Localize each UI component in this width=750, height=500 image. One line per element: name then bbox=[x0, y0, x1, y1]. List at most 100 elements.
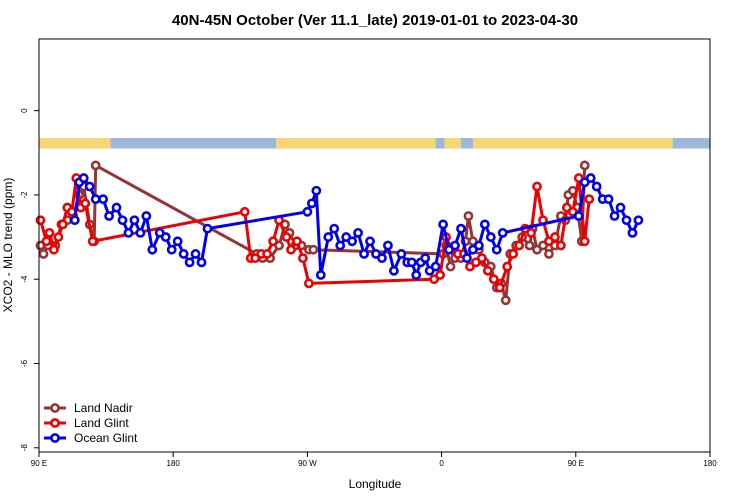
data-point bbox=[178, 249, 189, 259]
data-point bbox=[388, 265, 399, 276]
data-point bbox=[303, 278, 314, 289]
data-point bbox=[435, 270, 446, 280]
data-point bbox=[135, 227, 146, 238]
y-tick-label: -8 bbox=[20, 444, 29, 452]
data-point bbox=[268, 236, 279, 247]
data-point bbox=[202, 223, 213, 234]
legend-label: Land Glint bbox=[74, 416, 129, 430]
legend-label: Ocean Glint bbox=[74, 431, 138, 445]
x-tick-label: 180 bbox=[703, 459, 717, 468]
data-point bbox=[166, 244, 177, 255]
x-tick-label: 0 bbox=[439, 459, 444, 468]
data-point bbox=[502, 261, 513, 272]
data-point bbox=[627, 227, 638, 238]
data-point bbox=[111, 202, 122, 213]
data-point bbox=[573, 211, 584, 221]
data-point bbox=[633, 215, 644, 226]
data-point bbox=[514, 240, 525, 251]
y-axis-label: XCO2 - MLO trend (ppm) bbox=[1, 178, 15, 313]
data-point bbox=[579, 160, 590, 171]
x-axis-label: Longitude bbox=[349, 477, 402, 491]
legend-item: Land Glint bbox=[44, 416, 129, 430]
legend-item: Land Nadir bbox=[44, 401, 133, 415]
data-point bbox=[302, 206, 313, 217]
data-point bbox=[383, 240, 393, 251]
y-tick-label: 0 bbox=[20, 108, 29, 113]
x-axis: 90 E 180 90 W 0 90 E 180 bbox=[31, 452, 717, 468]
data-point bbox=[485, 232, 496, 242]
land-band-segment bbox=[472, 138, 673, 149]
data-point bbox=[482, 265, 493, 276]
y-tick-label: -4 bbox=[20, 275, 29, 283]
data-point bbox=[609, 211, 620, 221]
data-point bbox=[396, 249, 407, 259]
data-point bbox=[347, 236, 358, 247]
data-point bbox=[90, 194, 101, 205]
data-point bbox=[281, 232, 292, 242]
data-point bbox=[292, 236, 302, 247]
data-point bbox=[57, 219, 68, 230]
data-point bbox=[311, 185, 322, 196]
data-point bbox=[524, 240, 535, 251]
data-point bbox=[550, 232, 560, 242]
legend-swatch-marker bbox=[50, 433, 60, 443]
data-point bbox=[104, 211, 114, 221]
y-tick-label: -6 bbox=[20, 359, 29, 367]
legend-swatch-marker bbox=[50, 418, 60, 428]
series-layer bbox=[35, 160, 644, 306]
data-point bbox=[508, 249, 519, 259]
y-axis: 0 -2 -4 -6 -8 bbox=[20, 108, 39, 451]
data-point bbox=[323, 232, 334, 242]
data-point bbox=[579, 236, 590, 247]
data-point bbox=[87, 236, 98, 247]
data-point bbox=[69, 215, 80, 226]
data-point bbox=[306, 198, 317, 209]
data-point bbox=[500, 295, 511, 306]
data-point bbox=[462, 253, 472, 264]
data-point bbox=[359, 249, 369, 259]
data-point bbox=[147, 244, 158, 255]
x-tick-label: 90 E bbox=[31, 459, 47, 468]
data-point bbox=[141, 211, 152, 221]
legend-label: Land Nadir bbox=[74, 401, 133, 415]
data-point bbox=[445, 261, 456, 272]
data-point bbox=[44, 227, 55, 238]
data-point bbox=[406, 257, 417, 268]
data-point bbox=[184, 257, 195, 268]
data-point bbox=[49, 244, 59, 255]
x-tick-label: 90 W bbox=[298, 459, 317, 468]
data-point bbox=[532, 181, 542, 192]
data-point bbox=[98, 194, 109, 205]
data-point bbox=[335, 240, 346, 251]
data-point bbox=[329, 223, 340, 234]
plot-frame bbox=[38, 38, 711, 453]
data-point bbox=[488, 274, 499, 285]
data-point bbox=[430, 261, 441, 272]
data-point bbox=[90, 160, 101, 171]
land-band-segment bbox=[40, 138, 42, 149]
data-point bbox=[585, 173, 596, 183]
data-point bbox=[463, 211, 474, 221]
data-point bbox=[196, 257, 207, 268]
land-band-segment bbox=[39, 138, 111, 149]
data-point bbox=[544, 249, 554, 259]
chart-title: 40N-45N October (Ver 11.1_late) 2019-01-… bbox=[172, 12, 578, 29]
data-point bbox=[491, 244, 502, 255]
data-point bbox=[286, 244, 296, 255]
data-point bbox=[494, 282, 505, 293]
land-band-segment bbox=[444, 138, 461, 149]
series-line bbox=[73, 176, 640, 277]
data-point bbox=[603, 194, 614, 205]
data-point bbox=[591, 181, 602, 192]
x-tick-label: 180 bbox=[167, 459, 181, 468]
data-point bbox=[129, 215, 140, 226]
data-point bbox=[456, 223, 466, 234]
data-point bbox=[315, 270, 326, 280]
data-point bbox=[80, 198, 91, 209]
data-point bbox=[38, 249, 49, 259]
data-point bbox=[476, 253, 487, 264]
data-point bbox=[53, 232, 64, 242]
legend-item: Ocean Glint bbox=[44, 431, 138, 445]
data-point bbox=[377, 253, 387, 264]
